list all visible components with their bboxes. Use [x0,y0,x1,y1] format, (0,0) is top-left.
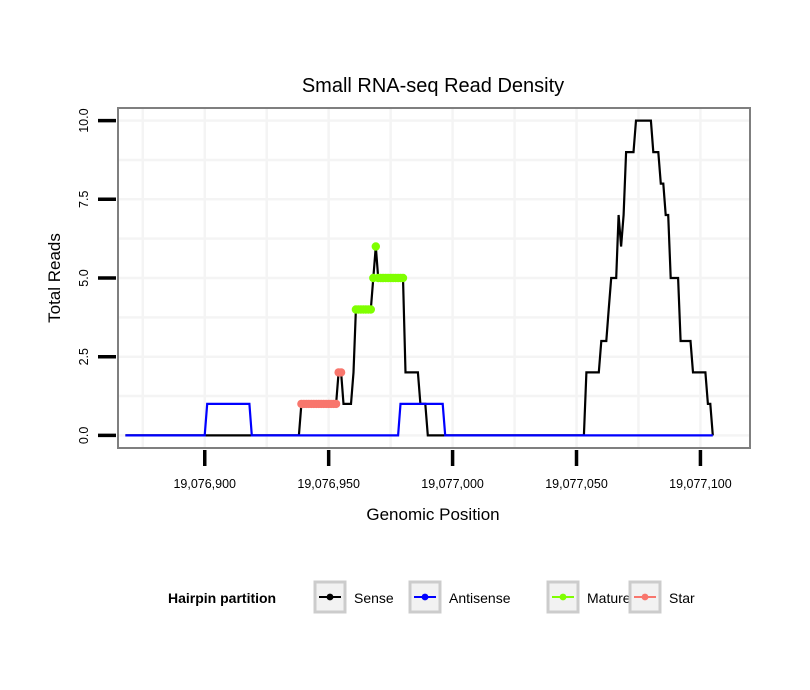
x-tick-label: 19,077,100 [669,477,732,491]
point-mature [371,242,380,251]
legend-label: Sense [354,590,394,606]
legend-item-star: Star [628,580,695,614]
x-axis-title: Genomic Position [366,505,499,524]
y-tick-label: 2.5 [77,348,91,365]
legend: Hairpin partition Sense Antisense Mature St… [168,580,695,614]
legend-label: Mature [587,590,631,606]
legend-label: Antisense [449,590,511,606]
chart-title: Small RNA-seq Read Density [302,75,564,97]
y-tick-label: 10.0 [77,108,91,132]
legend-item-antisense: Antisense [408,580,511,614]
x-tick-label: 19,077,050 [545,477,608,491]
legend-key-point [559,593,567,601]
grid [118,108,750,448]
series-line-sense [125,119,714,437]
x-tick-label: 19,076,950 [297,477,360,491]
legend-key-point [421,593,429,601]
y-axis-title: Total Reads [45,233,64,323]
x-tick-label: 19,076,900 [173,477,236,491]
legend-title: Hairpin partition [168,590,276,606]
y-tick-label: 5.0 [77,269,91,286]
x-axis: 19,076,900 19,076,950 19,077,000 19,077,050… [173,450,732,491]
legend-item-sense: Sense [313,580,394,614]
point-star [336,368,346,377]
x-tick-label: 19,077,000 [421,477,484,491]
point-mature [398,273,408,283]
y-tick-label: 7.5 [77,191,91,208]
y-axis: 0.0 2.5 5.0 7.5 10.0 [77,108,116,444]
y-tick-label: 0.0 [77,427,91,444]
point-mature [366,305,375,314]
series-layer [125,119,714,437]
series-line-antisense [125,402,713,437]
legend-label: Star [669,590,695,606]
plot-border [117,107,751,449]
legend-key-point [641,593,649,601]
legend-key-point [326,593,334,601]
legend-item-mature: Mature [546,580,631,614]
point-star [331,399,341,409]
